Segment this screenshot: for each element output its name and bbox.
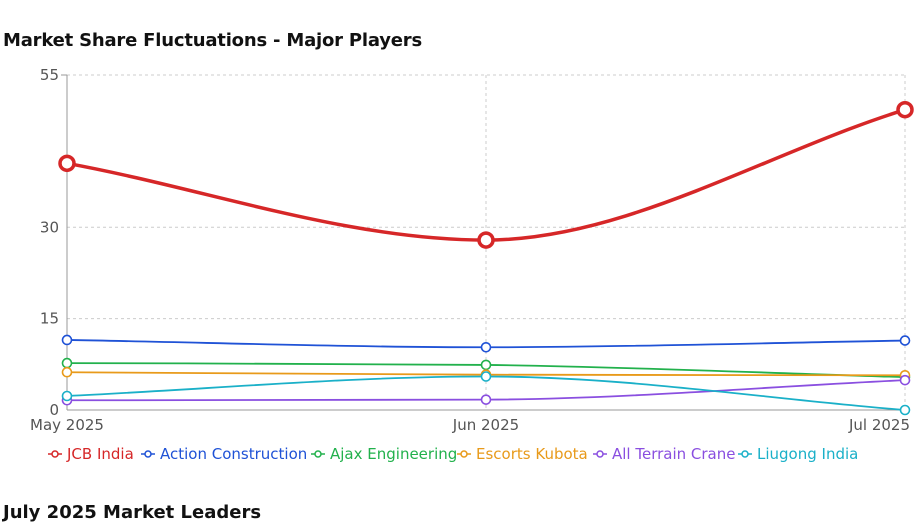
data-point-jcb-india (58, 154, 76, 173)
legend-label: Liugong India (757, 445, 858, 463)
data-point-jcb-india (477, 231, 495, 249)
y-tick-label: 0 (49, 401, 59, 419)
axes (61, 74, 905, 411)
y-tick-label: 55 (40, 66, 59, 84)
tick-labels: 0 15 30 55 May 2025 Jun 2025 Jul 2025 (30, 66, 910, 434)
legend-item-escorts-kubota: Escorts Kubota (457, 445, 588, 463)
legend-swatch-marker (144, 450, 152, 458)
data-point-escorts-kubota (61, 366, 73, 378)
data-point-ajax-engineering (480, 359, 492, 371)
data-point-action-construction (61, 334, 73, 346)
legend-item-ajax-engineering: Ajax Engineering (311, 445, 457, 463)
legend-swatch-marker (596, 450, 604, 458)
legend-swatch-marker (314, 450, 322, 458)
legend-label: Action Construction (160, 445, 307, 463)
data-point-action-construction (480, 341, 492, 353)
legend-label: Ajax Engineering (330, 445, 457, 463)
legend-item-jcb-india: JCB India (48, 445, 134, 463)
data-point-all-terrain-crane (899, 374, 911, 386)
legend: JCB India Action Construction Ajax Enginee… (48, 445, 858, 463)
grid-lines (67, 74, 906, 410)
legend-swatch-marker (460, 450, 468, 458)
data-point-liugong-india (61, 390, 73, 402)
legend-label: JCB India (66, 445, 134, 463)
legend-swatch-marker (51, 450, 59, 458)
y-tick-label: 30 (40, 218, 59, 236)
data-point-action-construction (899, 335, 911, 346)
data-point-ajax-engineering (61, 357, 73, 369)
data-point-all-terrain-crane (480, 394, 492, 405)
next-section-title: July 2025 Market Leaders (3, 502, 262, 523)
legend-item-liugong-india: Liugong India (738, 445, 858, 463)
legend-item-action-construction: Action Construction (141, 445, 307, 463)
legend-item-all-terrain-crane: All Terrain Crane (593, 445, 735, 463)
x-tick-label: May 2025 (30, 416, 104, 434)
legend-label: Escorts Kubota (476, 445, 588, 463)
data-point-jcb-india (896, 100, 914, 119)
market-share-line-chart: 0 15 30 55 May 2025 Jun 2025 Jul 2025 JCB Indi… (30, 66, 914, 463)
x-tick-label: Jun 2025 (452, 416, 519, 434)
data-points (58, 100, 914, 416)
x-tick-label: Jul 2025 (848, 416, 910, 434)
y-tick-label: 15 (40, 310, 59, 328)
legend-label: All Terrain Crane (612, 445, 735, 463)
data-point-liugong-india (899, 404, 911, 416)
chart-title: Market Share Fluctuations - Major Player… (3, 30, 422, 51)
data-point-liugong-india (480, 371, 492, 382)
legend-swatch-marker (741, 450, 749, 458)
